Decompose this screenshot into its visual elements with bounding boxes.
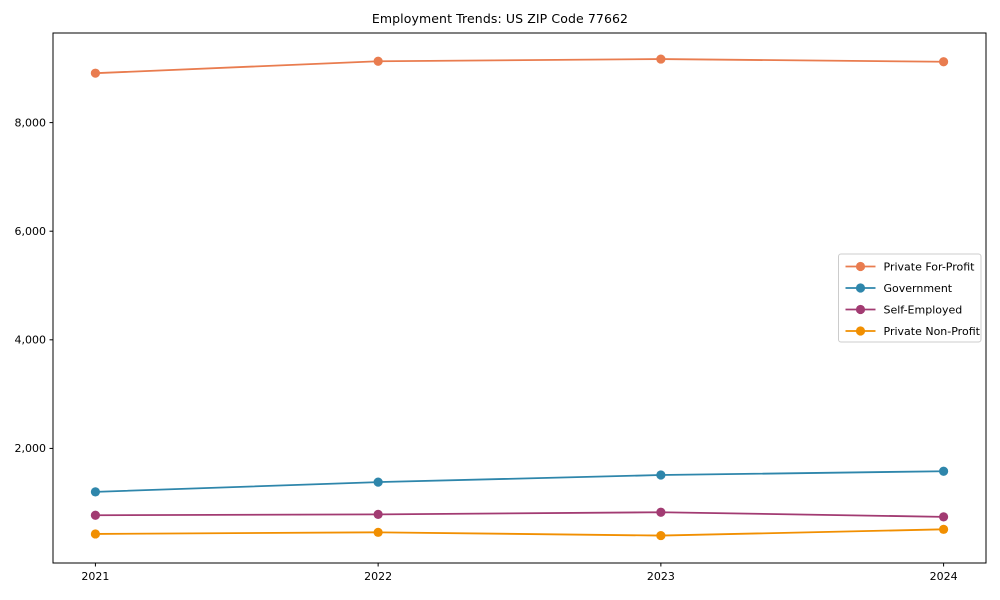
series-marker-private-for-profit-2023	[656, 54, 666, 64]
series-marker-private-non-profit-2022	[373, 527, 383, 537]
chart-title: Employment Trends: US ZIP Code 77662	[371, 11, 629, 26]
series-marker-private-non-profit-2021	[90, 529, 101, 539]
series-marker-government-2021	[90, 487, 101, 497]
series-marker-self-employed-2021	[90, 510, 101, 520]
series-marker-government-2023	[656, 470, 666, 480]
series-line-self-employed	[95, 511, 944, 518]
series-line-private-non-profit	[95, 528, 944, 537]
y-tick-label: 8,000	[15, 116, 47, 129]
x-tick-label: 2021	[81, 570, 109, 583]
series-marker-private-non-profit-2023	[656, 530, 666, 541]
x-tick-label: 2024	[930, 570, 958, 583]
legend-label-government: Government	[884, 282, 953, 295]
y-tick-label: 4,000	[15, 334, 47, 347]
x-tick-label: 2022	[364, 570, 392, 583]
series-line-government	[95, 470, 944, 493]
y-tick-label: 2,000	[15, 442, 47, 455]
legend-item-private-non-profit: Private Non-Profit	[845, 325, 981, 338]
legend-item-self-employed: Self-Employed	[845, 303, 963, 316]
series-government	[90, 466, 949, 497]
plot-frame	[52, 32, 987, 564]
legend-marker-private-for-profit	[855, 261, 866, 272]
series-marker-private-for-profit-2021	[90, 68, 101, 78]
legend-item-private-for-profit: Private For-Profit	[845, 260, 976, 273]
series-marker-government-2022	[373, 477, 383, 487]
series-marker-private-for-profit-2022	[373, 56, 383, 66]
series-marker-government-2024	[938, 466, 949, 476]
legend-marker-private-non-profit	[855, 326, 866, 336]
y-tick-label: 6,000	[15, 225, 47, 238]
legend-label-private-non-profit: Private Non-Profit	[884, 325, 981, 338]
series-line-private-for-profit	[95, 58, 944, 75]
series-marker-self-employed-2023	[656, 507, 666, 517]
series-marker-self-employed-2022	[373, 509, 383, 519]
series-private-for-profit	[90, 54, 949, 78]
legend-label-private-for-profit: Private For-Profit	[884, 260, 976, 273]
legend: Private For-Profit Government Self-Employe…	[838, 253, 982, 343]
legend-frame	[838, 253, 982, 343]
legend-label-self-employed: Self-Employed	[884, 303, 963, 316]
series-marker-private-for-profit-2024	[938, 57, 949, 67]
series-marker-private-non-profit-2024	[938, 524, 949, 534]
legend-marker-self-employed	[855, 304, 866, 315]
legend-item-government: Government	[845, 282, 953, 295]
series-private-non-profit	[90, 524, 949, 541]
series-self-employed	[90, 507, 949, 522]
legend-marker-government	[855, 283, 866, 293]
x-tick-label: 2023	[647, 570, 675, 583]
series-marker-self-employed-2024	[938, 512, 949, 522]
